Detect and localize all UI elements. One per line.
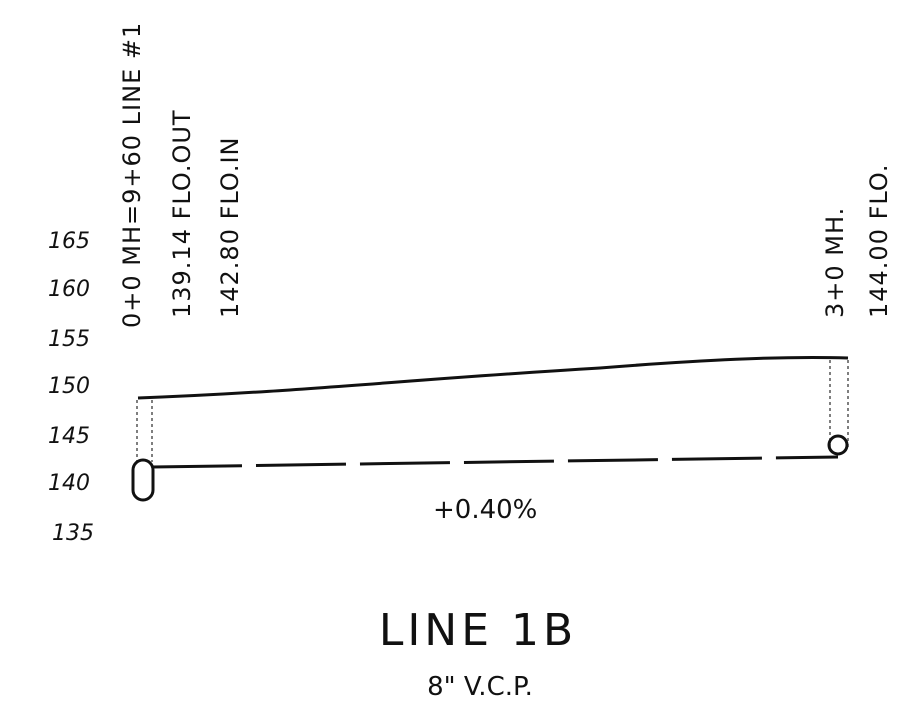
slope-label: +0.40%: [433, 495, 537, 525]
elevation-label: 145: [48, 424, 90, 449]
start-manhole: [131, 458, 155, 502]
end-flow: 144.00 FLO.: [865, 164, 893, 318]
end-station-label: 3+0 MH.: [821, 207, 849, 318]
pipe-line: [151, 455, 839, 469]
drawing-subtitle: 8" V.C.P.: [427, 672, 533, 702]
elevation-label: 140: [48, 471, 90, 496]
elevation-label: 150: [48, 374, 90, 399]
start-flow-in: 142.80 FLO.IN: [216, 136, 244, 318]
drawing-title: LINE 1B: [379, 605, 577, 656]
start-station-label: 0+0 MH=9+60 LINE #1: [118, 22, 146, 328]
elevation-label: 165: [48, 229, 90, 254]
end-manhole: [827, 434, 849, 456]
elevation-label: 135: [52, 521, 94, 546]
elevation-label: 160: [48, 277, 90, 302]
ground-line: [137, 355, 849, 400]
start-flow-out: 139.14 FLO.OUT: [168, 109, 196, 318]
elevation-label: 155: [48, 327, 90, 352]
